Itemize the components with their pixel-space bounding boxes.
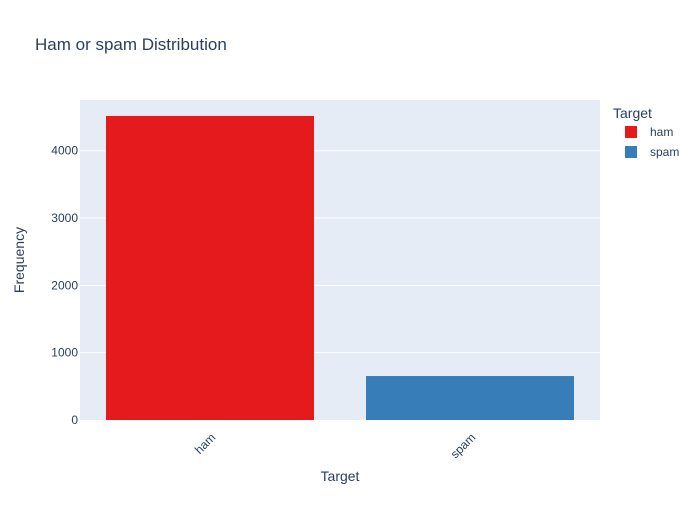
legend-label-spam[interactable]: spam xyxy=(650,145,679,159)
y-axis-title: Frequency xyxy=(11,227,27,293)
bar-ham[interactable] xyxy=(106,115,314,420)
x-tick-label-ham: ham xyxy=(192,430,218,456)
y-tick-label: 2000 xyxy=(51,278,78,292)
y-tick-label: 1000 xyxy=(51,346,78,360)
x-axis-title: Target xyxy=(321,468,360,484)
y-tick-label: 3000 xyxy=(51,211,78,225)
legend-swatch-spam[interactable] xyxy=(625,146,637,158)
bar-spam[interactable] xyxy=(366,376,574,420)
legend-title: Target xyxy=(613,105,652,121)
legend-label-ham[interactable]: ham xyxy=(650,125,673,139)
legend-items: ham spam xyxy=(625,125,679,159)
y-tick-label: 4000 xyxy=(51,144,78,158)
y-tick-label: 0 xyxy=(71,413,78,427)
x-axis-ticks: ham spam xyxy=(192,430,478,461)
legend[interactable]: Target ham spam xyxy=(613,105,679,159)
chart-title: Ham or spam Distribution xyxy=(35,35,227,54)
y-axis-ticks: 0 1000 2000 3000 4000 xyxy=(51,144,78,427)
x-tick-label-spam: spam xyxy=(448,430,479,461)
bars xyxy=(106,115,574,420)
legend-swatch-ham[interactable] xyxy=(625,126,637,138)
